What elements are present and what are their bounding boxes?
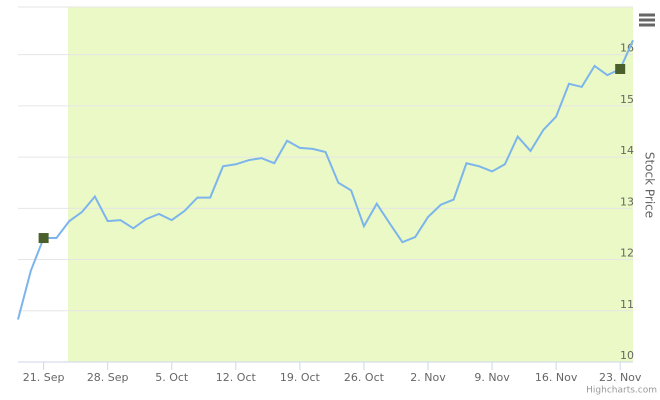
x-tick-label: 26. Oct: [344, 371, 385, 384]
x-tick-label: 28. Sep: [87, 371, 129, 384]
x-tick-label: 23. Nov: [599, 371, 642, 384]
point-marker: [615, 63, 626, 74]
y-tick-label: 12: [620, 247, 634, 260]
x-tick-label: 16. Nov: [535, 371, 578, 384]
y-axis-title: Stock Price: [643, 152, 657, 218]
credits[interactable]: Highcharts.com: [586, 386, 657, 396]
line-series: [17, 39, 634, 320]
plot-band: [67, 7, 633, 362]
x-tick-label: 5. Oct: [155, 371, 189, 384]
y-tick-label: 14: [620, 144, 634, 157]
point-marker: [38, 233, 49, 244]
x-tick-label: 12. Oct: [216, 371, 257, 384]
y-tick-label: 13: [620, 195, 634, 208]
x-tick-label: 9. Nov: [474, 371, 510, 384]
x-tick-label: 19. Oct: [280, 371, 321, 384]
y-tick-label: 11: [620, 298, 634, 311]
x-tick-label: 21. Sep: [23, 371, 65, 384]
menu-button[interactable]: [639, 13, 655, 27]
x-tick-label: 2. Nov: [410, 371, 446, 384]
y-tick-label: 15: [620, 93, 634, 106]
y-tick-label: 10: [620, 349, 634, 362]
